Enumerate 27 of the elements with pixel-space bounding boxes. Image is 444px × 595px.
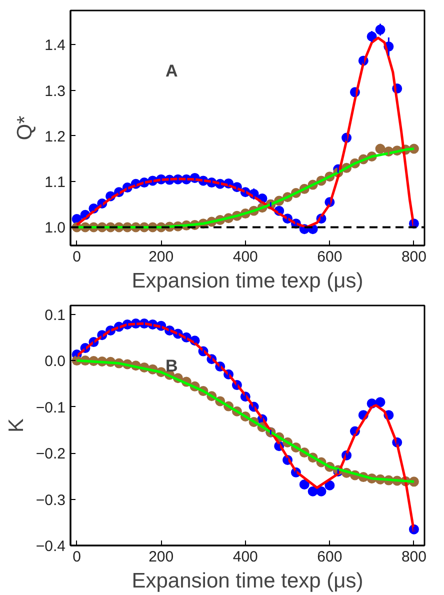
annotation: A	[166, 62, 178, 80]
y-tick-label: −0.4	[36, 538, 66, 555]
y-tick-label: 0.0	[44, 353, 66, 370]
y-tick-label: 1.0	[44, 220, 66, 237]
x-tick-label: 0	[72, 248, 81, 266]
y-tick-label: 1.2	[44, 128, 66, 146]
x-axis-title: Expansion time texp (μs)	[132, 270, 364, 292]
annotation: B	[166, 356, 178, 376]
x-tick-label: 800	[401, 248, 426, 266]
x-tick-label: 200	[148, 548, 174, 566]
y-tick-label: −0.1	[36, 399, 66, 416]
x-tick-label: 800	[401, 548, 426, 566]
x-tick-label: 200	[148, 248, 174, 266]
y-tick-label: 0.1	[44, 306, 66, 324]
y-tick-label: −0.2	[36, 446, 66, 463]
y-tick-label: 1.4	[44, 37, 66, 54]
x-tick-label: 0	[72, 548, 81, 566]
y-axis-title: K	[4, 418, 28, 433]
x-tick-label: 400	[232, 548, 258, 566]
x-tick-label: 600	[317, 548, 342, 566]
y-tick-label: 1.3	[44, 82, 66, 100]
x-tick-label: 400	[232, 248, 258, 266]
y-axis-title: Q*	[14, 116, 37, 140]
y-tick-label: 1.1	[44, 174, 66, 192]
y-tick-label: −0.3	[36, 492, 66, 509]
x-axis-title: Expansion time texp (μs)	[132, 570, 364, 592]
x-tick-label: 600	[317, 248, 342, 266]
